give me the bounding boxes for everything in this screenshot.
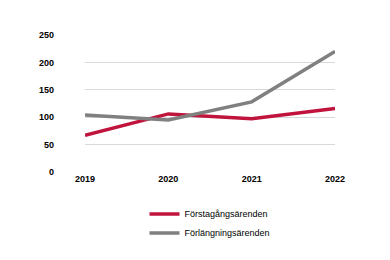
svg-text:200: 200 [39, 58, 54, 68]
svg-text:2019: 2019 [75, 174, 95, 184]
svg-text:2020: 2020 [158, 174, 178, 184]
svg-text:2022: 2022 [325, 174, 345, 184]
svg-text:50: 50 [44, 140, 54, 150]
svg-text:Förstagångsärenden: Förstagångsärenden [185, 209, 268, 219]
svg-text:250: 250 [39, 30, 54, 40]
svg-text:Förlängningsärenden: Förlängningsärenden [185, 228, 270, 238]
svg-text:150: 150 [39, 85, 54, 95]
svg-text:100: 100 [39, 112, 54, 122]
svg-text:2021: 2021 [242, 174, 262, 184]
svg-text:0: 0 [49, 167, 54, 177]
